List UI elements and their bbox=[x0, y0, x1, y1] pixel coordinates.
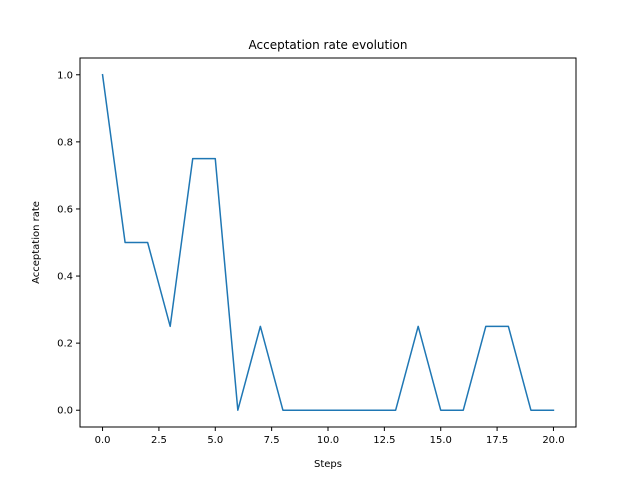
x-tick-label: 0.0 bbox=[95, 435, 111, 446]
y-tick-label: 0.8 bbox=[57, 137, 73, 148]
y-axis: 0.0 0.2 0.4 0.6 0.8 1.0 bbox=[57, 70, 80, 417]
x-tick-label: 5.0 bbox=[207, 435, 223, 446]
y-tick-label: 0.6 bbox=[57, 204, 73, 215]
x-tick-label: 12.5 bbox=[373, 435, 395, 446]
chart-title: Acceptation rate evolution bbox=[249, 38, 408, 52]
x-axis: 0.0 2.5 5.0 7.5 10.0 12.5 15.0 17.5 20.0 bbox=[95, 427, 565, 446]
x-tick-label: 20.0 bbox=[542, 435, 564, 446]
x-tick-label: 7.5 bbox=[264, 435, 280, 446]
y-tick-label: 0.4 bbox=[57, 272, 73, 283]
series-group bbox=[101, 73, 555, 411]
y-axis-label: Acceptation rate bbox=[31, 201, 42, 284]
y-tick-label: 0.0 bbox=[57, 406, 73, 417]
series-line bbox=[101, 73, 555, 411]
x-tick-label: 17.5 bbox=[486, 435, 508, 446]
y-tick-label: 1.0 bbox=[57, 70, 73, 81]
y-tick-label: 0.2 bbox=[57, 339, 73, 350]
x-tick-label: 10.0 bbox=[317, 435, 339, 446]
x-axis-label: Steps bbox=[314, 459, 342, 470]
axes-frame bbox=[79, 57, 577, 428]
x-tick-label: 15.0 bbox=[430, 435, 452, 446]
x-tick-label: 2.5 bbox=[151, 435, 167, 446]
